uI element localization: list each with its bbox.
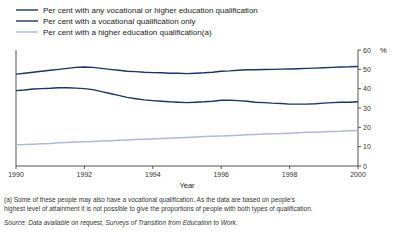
x-tick-label: 1996 bbox=[213, 171, 229, 178]
plot-area bbox=[16, 66, 358, 144]
y-axis-label: % bbox=[380, 46, 387, 55]
x-tick bbox=[84, 166, 85, 169]
y-tick-label: 10 bbox=[363, 143, 371, 150]
x-tick-label: 1998 bbox=[282, 171, 298, 178]
legend-label: Per cent with a higher education qualifi… bbox=[43, 28, 212, 37]
x-tick-label: 2000 bbox=[350, 171, 366, 178]
y-tick-label: 0 bbox=[363, 163, 367, 170]
y-tick bbox=[358, 166, 361, 167]
x-axis-label: Year bbox=[179, 181, 195, 190]
y-tick bbox=[358, 88, 361, 89]
legend-label: Per cent with a vocational qualification… bbox=[43, 17, 196, 26]
y-tick-label: 60 bbox=[363, 47, 371, 54]
left-axis-line bbox=[16, 50, 17, 166]
x-tick-label: 1990 bbox=[8, 171, 24, 178]
y-tick-label: 40 bbox=[363, 85, 371, 92]
y-tick bbox=[358, 69, 361, 70]
x-tick bbox=[16, 166, 17, 169]
y-tick-label: 30 bbox=[363, 105, 371, 112]
chart: 1990 1992 1994 1996 1998 20000 10 20 30 40 50 60 Yea… bbox=[0, 0, 396, 243]
x-tick bbox=[221, 166, 222, 169]
legend-swatch bbox=[16, 9, 38, 10]
y-tick bbox=[358, 50, 361, 51]
y-tick bbox=[358, 108, 361, 109]
series-line bbox=[16, 88, 358, 104]
footnote: highest level of attainment it is not po… bbox=[4, 205, 313, 213]
footnote: (a) Some of these people may also have a… bbox=[4, 196, 296, 204]
legend-swatch bbox=[16, 31, 38, 33]
y-tick bbox=[358, 127, 361, 128]
legend-label: Per cent with any vocational or higher e… bbox=[43, 6, 258, 15]
legend-swatch bbox=[16, 20, 38, 21]
y-tick-label: 20 bbox=[363, 124, 371, 131]
series-line bbox=[16, 131, 358, 145]
y-tick bbox=[358, 146, 361, 147]
x-tick-label: 1994 bbox=[145, 171, 161, 178]
series-line bbox=[16, 66, 358, 74]
y-tick-label: 50 bbox=[363, 66, 371, 73]
source: Source: Data available on request, Surve… bbox=[4, 219, 238, 227]
x-axis-line bbox=[16, 166, 358, 167]
x-tick bbox=[152, 166, 153, 169]
x-tick-label: 1992 bbox=[77, 171, 93, 178]
x-tick bbox=[289, 166, 290, 169]
